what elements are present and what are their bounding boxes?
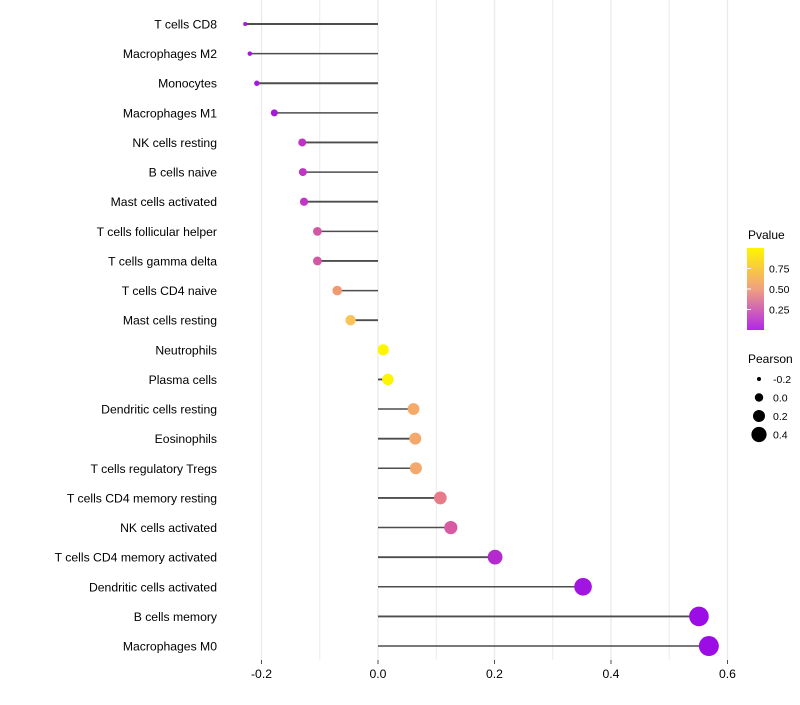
x-axis-tick-label: 0.2 [486, 667, 503, 681]
lollipop-point [487, 549, 503, 565]
lollipop-point [298, 138, 307, 147]
y-axis-label: T cells regulatory Tregs [91, 462, 217, 476]
y-axis-label: B cells memory [134, 610, 218, 624]
x-axis-tick-label: 0.4 [603, 667, 620, 681]
y-axis-label: NK cells resting [132, 136, 217, 150]
y-axis-label: Monocytes [158, 77, 217, 91]
size-legend-label: 0.0 [773, 393, 788, 405]
y-axis-label: Macrophages M1 [123, 106, 217, 120]
lollipop-point [409, 462, 422, 475]
lollipop-point [298, 168, 307, 177]
colorbar-tick-label: 0.25 [769, 305, 790, 317]
lollipop-point [313, 226, 322, 236]
y-axis-label: Macrophages M0 [123, 640, 217, 654]
lollipop-stems [245, 23, 709, 647]
lollipop-points [243, 22, 719, 657]
size-legend-marker [753, 410, 765, 422]
legend-title-pvalue: Pvalue [748, 228, 785, 242]
size-legend-marker [751, 426, 767, 443]
y-axis-label: T cells gamma delta [108, 254, 217, 268]
x-axis-tick-labels: -0.2 0.0 0.2 0.4 0.6 [251, 660, 736, 681]
y-axis-label: Eosinophils [155, 432, 217, 446]
colorbar-tick-label: 0.50 [769, 284, 790, 296]
lollipop-point [345, 315, 356, 326]
lollipop-point [247, 51, 253, 56]
lollipop-point [377, 344, 389, 356]
y-axis-label: B cells naive [149, 166, 218, 180]
colorbar-tick-label: 0.75 [769, 264, 790, 276]
lollipop-point [444, 520, 458, 535]
legend-panel: Pvalue 0.75 0.50 0.25 Pearson -0.2 0.0 0.2 0.4 [747, 228, 793, 443]
y-axis-label: Neutrophils [155, 343, 217, 357]
size-legend-marker [757, 377, 761, 381]
y-axis-label: Mast cells resting [123, 314, 217, 328]
lollipop-point [698, 636, 719, 657]
size-legend-label: -0.2 [773, 374, 791, 386]
lollipop-point [332, 285, 343, 296]
x-axis-tick-label: 0.0 [370, 667, 387, 681]
lollipop-point [574, 577, 592, 596]
y-axis-label: Plasma cells [149, 373, 217, 387]
size-legend-marker [754, 393, 764, 402]
x-axis-tick-label: -0.2 [251, 667, 272, 681]
y-axis-label: T cells CD4 memory resting [67, 491, 217, 505]
y-axis-label: T cells CD4 memory activated [55, 551, 217, 565]
lollipop-point [689, 606, 709, 627]
x-axis-tick-label: 0.6 [719, 667, 736, 681]
gridlines [260, 0, 729, 660]
y-axis-label: T cells CD4 naive [122, 284, 218, 298]
lollipop-point [313, 256, 322, 266]
size-legend-label: 0.2 [773, 411, 788, 423]
pvalue-colorbar [747, 248, 764, 330]
lollipop-point [299, 197, 309, 206]
y-axis-label: Dendritic cells resting [101, 403, 217, 417]
lollipop-point [243, 22, 248, 26]
lollipop-point [382, 373, 394, 386]
lollipop-point [433, 491, 447, 505]
y-axis-label: Dendritic cells activated [89, 580, 217, 594]
y-axis-label: NK cells activated [120, 521, 217, 535]
lollipop-point [254, 80, 260, 86]
y-axis-label: Macrophages M2 [123, 47, 217, 61]
lollipop-point [270, 109, 278, 117]
legend-title-pearson: Pearson [748, 352, 793, 366]
lollipop-point [409, 432, 422, 445]
y-axis-category-labels: T cells CD8 Macrophages M2 Monocytes Macrop… [55, 18, 218, 654]
y-axis-label: T cells follicular helper [97, 225, 217, 239]
y-axis-label: T cells CD8 [154, 18, 217, 32]
y-axis-label: Mast cells activated [111, 195, 217, 209]
lollipop-point [407, 403, 420, 415]
size-legend-label: 0.4 [773, 430, 788, 442]
